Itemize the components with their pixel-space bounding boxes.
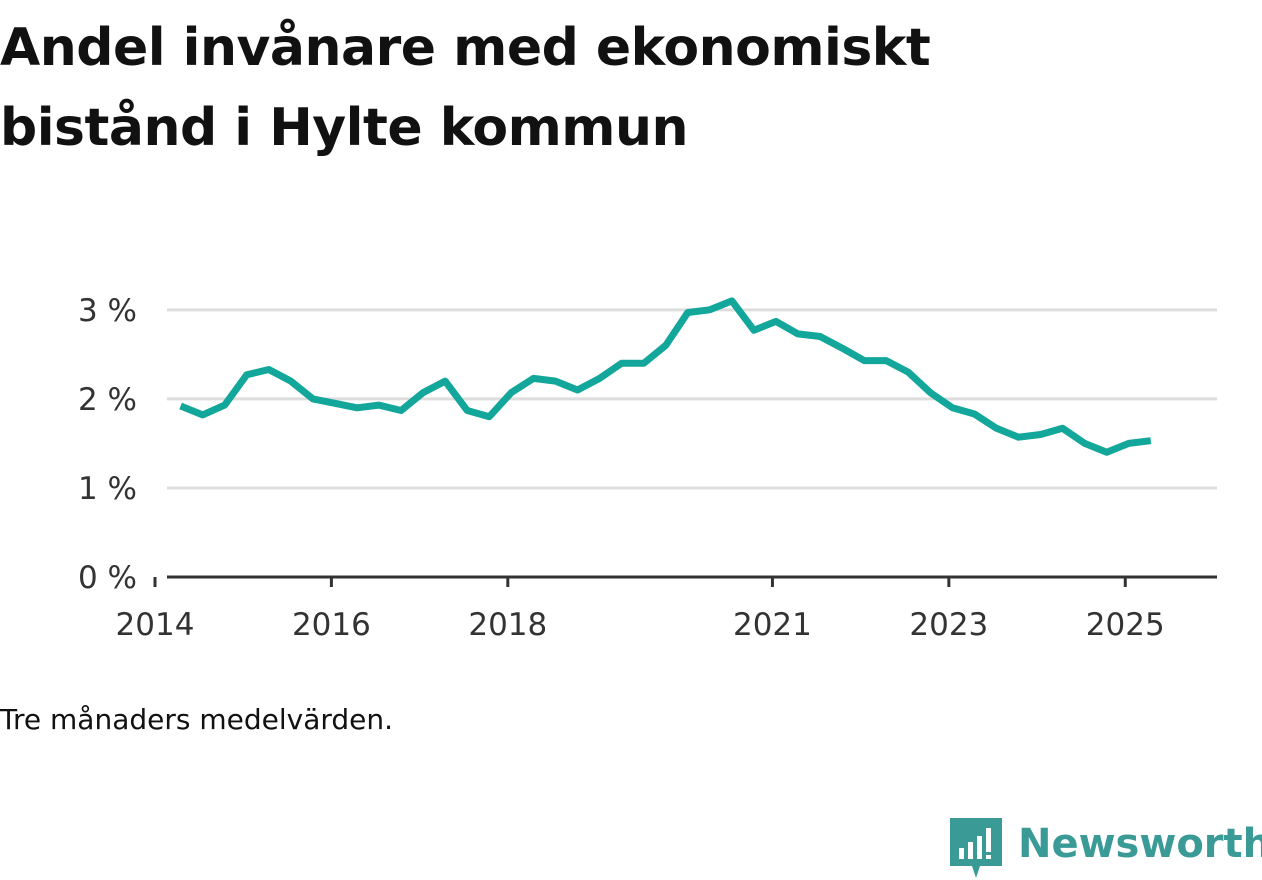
x-tick-label: 2025: [1086, 607, 1165, 643]
y-tick-label: 2 %: [78, 382, 137, 418]
x-axis-tick-labels: 2014 2016 2018 2021 2023 2025: [116, 607, 1165, 643]
brand-logo[interactable]: Newsworthy: [950, 818, 1262, 880]
x-tick-label: 2023: [909, 607, 988, 643]
x-tick-label: 2016: [292, 607, 371, 643]
x-axis: [153, 575, 1217, 587]
x-tick-label: 2018: [468, 607, 547, 643]
y-tick-label: 0 %: [78, 560, 137, 596]
x-tick-label: 2014: [116, 607, 195, 643]
series-line: [179, 297, 1152, 456]
footnote: Tre månaders medelvärden.: [0, 703, 394, 736]
y-tick-label: 1 %: [78, 471, 137, 507]
brand-name: Newsworthy: [1018, 821, 1262, 867]
series-layer: [179, 297, 1152, 456]
x-tick-label: 2021: [733, 607, 812, 643]
y-tick-label: 3 %: [78, 293, 137, 329]
y-axis-tick-labels: 0 % 1 % 2 % 3 %: [78, 293, 137, 596]
newsworthy-logo-icon: [950, 818, 1002, 878]
chart-title: Andel invånare med ekonomiskt bistånd i …: [0, 18, 931, 158]
line-chart: 0 % 1 % 2 % 3 % 2014 2016 2018 2021 2023 2025: [78, 293, 1217, 643]
